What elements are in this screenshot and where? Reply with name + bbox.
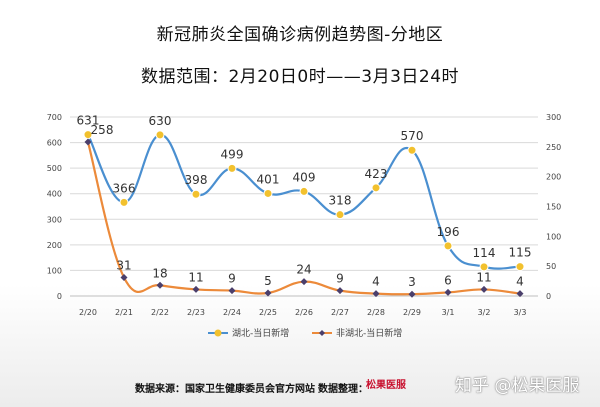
x-tick-label: 3/3 xyxy=(514,308,527,317)
data-point xyxy=(263,188,273,198)
data-point xyxy=(264,289,272,297)
data-label: 196 xyxy=(437,225,460,239)
x-tick-label: 2/26 xyxy=(295,308,313,317)
series-line xyxy=(87,133,521,270)
y-right-tick-label: 100 xyxy=(546,232,561,241)
data-label: 18 xyxy=(152,266,167,280)
data-label: 9 xyxy=(228,272,236,286)
data-label: 409 xyxy=(293,170,316,184)
y-left-tick-label: 300 xyxy=(47,215,62,224)
data-label: 9 xyxy=(336,272,344,286)
x-tick-label: 2/29 xyxy=(403,308,421,317)
data-point xyxy=(120,274,128,282)
legend-swatch-marker xyxy=(319,330,325,336)
x-tick-label: 2/23 xyxy=(187,308,205,317)
data-point xyxy=(407,145,417,155)
y-left-tick-label: 200 xyxy=(47,241,62,250)
data-label: 4 xyxy=(516,275,524,289)
x-tick-label: 2/24 xyxy=(223,308,241,317)
line-chart: 0 100 200 300 400 500 600 700 0 50 100 150 200 250 300… xyxy=(47,113,562,339)
chart-title: 新冠肺炎全国确诊病例趋势图-分地区 xyxy=(156,25,444,45)
legend-swatch-marker xyxy=(214,329,222,337)
data-point xyxy=(443,241,453,251)
data-label: 4 xyxy=(372,275,380,289)
data-point xyxy=(479,262,489,272)
data-label: 24 xyxy=(296,263,311,277)
y-left-tick-label: 0 xyxy=(57,292,62,301)
legend-label: 湖北-当日新增 xyxy=(232,327,289,339)
data-label: 11 xyxy=(188,270,203,284)
x-tick-label: 2/27 xyxy=(331,308,349,317)
x-tick-label: 2/28 xyxy=(367,308,385,317)
data-point xyxy=(84,138,92,146)
data-point xyxy=(299,186,309,196)
data-point xyxy=(156,281,164,289)
data-point xyxy=(372,290,380,298)
x-tick-label: 2/25 xyxy=(259,308,277,317)
data-point xyxy=(480,285,488,293)
x-tick-label: 2/20 xyxy=(79,308,97,317)
data-label: 318 xyxy=(329,194,352,208)
data-label: 570 xyxy=(401,129,424,143)
data-label: 398 xyxy=(185,173,208,187)
data-point xyxy=(155,130,165,140)
data-point xyxy=(516,290,524,298)
data-point xyxy=(191,189,201,199)
data-label: 114 xyxy=(473,246,496,260)
y-right-tick-label: 150 xyxy=(546,203,561,212)
data-point xyxy=(228,287,236,295)
x-tick-label: 3/1 xyxy=(442,308,455,317)
y-left-tick-label: 400 xyxy=(47,190,62,199)
data-label: 423 xyxy=(365,167,388,181)
data-organizer-label: 数据整理： xyxy=(318,384,368,395)
data-label: 401 xyxy=(257,172,280,186)
legend-label: 非湖北-当日新增 xyxy=(336,327,402,339)
data-point xyxy=(300,278,308,286)
y-left-tick-label: 500 xyxy=(47,164,62,173)
y-right-tick-label: 300 xyxy=(546,113,561,122)
y-left-tick-label: 700 xyxy=(47,113,62,122)
x-tick-label: 2/21 xyxy=(115,308,133,317)
y-right-tick-label: 50 xyxy=(546,262,556,271)
y-right-tick-label: 0 xyxy=(546,292,551,301)
data-label: 630 xyxy=(149,114,172,128)
data-label: 6 xyxy=(444,273,452,287)
brand-logo-text: 松果医服 xyxy=(366,380,406,391)
x-tick-label: 3/2 xyxy=(478,308,491,317)
data-point xyxy=(515,262,525,272)
y-right-tick-label: 250 xyxy=(546,143,561,152)
data-label: 115 xyxy=(509,246,532,260)
data-label: 31 xyxy=(116,259,131,273)
data-point xyxy=(371,183,381,193)
data-point xyxy=(192,285,200,293)
data-label: 11 xyxy=(476,270,491,284)
y-left-tick-label: 600 xyxy=(47,139,62,148)
data-source-label: 数据来源：国家卫生健康委员会官方网站 xyxy=(135,384,315,395)
data-point xyxy=(408,290,416,298)
y-left-tick-label: 100 xyxy=(47,266,62,275)
y-right-tick-label: 200 xyxy=(546,173,561,182)
data-point xyxy=(335,210,345,220)
data-point xyxy=(227,163,237,173)
data-label: 5 xyxy=(264,274,272,288)
data-point xyxy=(336,287,344,295)
data-label: 366 xyxy=(113,181,136,195)
data-label: 499 xyxy=(221,147,244,161)
data-label: 3 xyxy=(408,275,416,289)
data-label: 631 xyxy=(77,114,100,128)
data-label: 258 xyxy=(91,123,114,137)
zhihu-watermark: 知乎 @松果医服 xyxy=(455,376,580,396)
x-tick-label: 2/22 xyxy=(151,308,169,317)
data-point xyxy=(444,288,452,296)
data-point xyxy=(119,197,129,207)
chart-subtitle: 数据范围：2月20日0时——3月3日24时 xyxy=(140,67,460,87)
